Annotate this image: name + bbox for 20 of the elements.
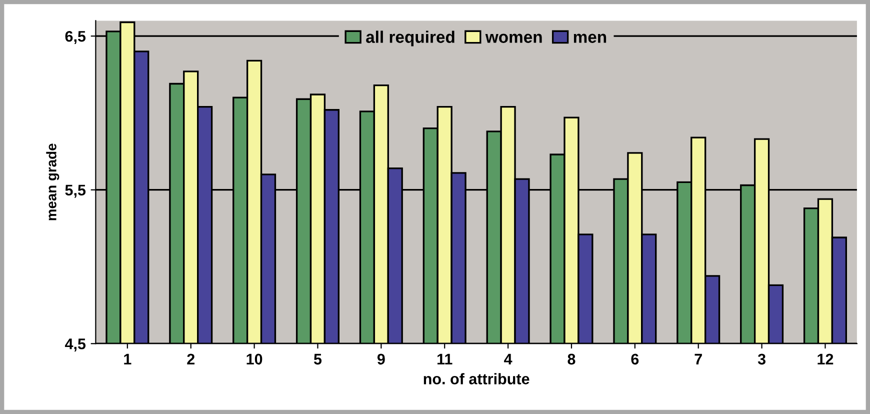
legend-label: all required xyxy=(366,30,454,46)
y-tick-label: 6,5 xyxy=(65,30,86,44)
x-tick-label: 10 xyxy=(246,354,262,365)
x-tick-label: 9 xyxy=(377,354,385,365)
x-axis-title: no. of attribute xyxy=(424,373,530,384)
x-tick-label: 4 xyxy=(504,354,512,364)
x-tick-label: 5 xyxy=(314,354,322,365)
x-tick-label: 2 xyxy=(187,354,194,364)
y-tick-label: 5,5 xyxy=(65,184,86,198)
x-tick-label: 3 xyxy=(758,354,766,365)
x-tick-label: 8 xyxy=(568,354,576,365)
y-tick-label: 4,5 xyxy=(64,338,86,352)
legend-label: men xyxy=(574,34,606,43)
y-axis-title: mean grade xyxy=(46,144,60,220)
x-tick-label: 7 xyxy=(694,354,702,364)
legend-label: women xyxy=(485,34,542,43)
x-tick-label: 12 xyxy=(818,354,834,364)
x-tick-label: 6 xyxy=(631,354,639,365)
x-tick-label: 11 xyxy=(437,354,452,364)
x-tick-label: 1 xyxy=(124,354,132,364)
